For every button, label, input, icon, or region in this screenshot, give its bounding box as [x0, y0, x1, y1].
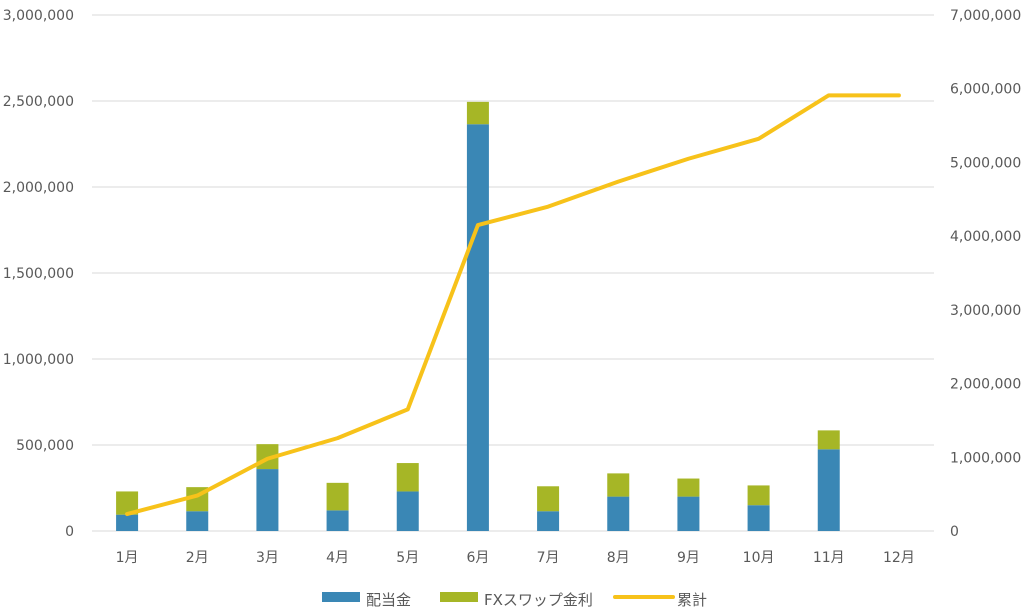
y-left-tick-label: 500,000	[16, 438, 74, 454]
left-axis: 0 500,000 1,000,000 1,500,000 2,000,000 2,500…	[3, 8, 74, 540]
y-left-tick-label: 0	[65, 524, 74, 540]
bar-series	[116, 102, 840, 531]
right-axis: 0 1,000,000 2,000,000 3,000,000 4,000,000 5,0…	[950, 8, 1021, 540]
gridlines	[92, 15, 934, 531]
x-tick-label: 12月	[883, 550, 915, 566]
y-left-tick-label: 1,500,000	[3, 266, 74, 282]
bar-fx-swap	[397, 463, 419, 491]
y-right-tick-label: 7,000,000	[950, 8, 1021, 24]
x-tick-label: 11月	[813, 550, 845, 566]
legend-swatch	[440, 592, 478, 602]
bar-fx-swap	[677, 479, 699, 497]
bar-fx-swap	[748, 485, 770, 505]
line-series	[127, 95, 899, 514]
bar-dividend	[818, 449, 840, 531]
x-tick-label: 8月	[607, 550, 630, 566]
y-right-tick-label: 1,000,000	[950, 450, 1021, 466]
y-right-tick-label: 0	[950, 524, 959, 540]
bar-dividend	[256, 469, 278, 531]
x-tick-label: 2月	[186, 550, 209, 566]
bar-dividend	[677, 497, 699, 531]
x-tick-label: 3月	[256, 550, 279, 566]
y-left-tick-label: 2,500,000	[3, 94, 74, 110]
bar-fx-swap	[467, 102, 489, 124]
x-tick-label: 5月	[396, 550, 419, 566]
bar-dividend	[116, 515, 138, 531]
bar-dividend	[327, 510, 349, 531]
bar-dividend	[537, 511, 559, 531]
y-right-tick-label: 3,000,000	[950, 303, 1021, 319]
x-tick-label: 1月	[116, 550, 139, 566]
bar-dividend	[186, 511, 208, 531]
bar-dividend	[748, 505, 770, 531]
bar-fx-swap	[607, 473, 629, 496]
bar-fx-swap	[327, 483, 349, 511]
x-tick-label: 7月	[537, 550, 560, 566]
bar-fx-swap	[537, 486, 559, 511]
legend-label: 配当金	[366, 591, 411, 609]
bar-dividend	[607, 497, 629, 531]
y-right-tick-label: 2,000,000	[950, 377, 1021, 393]
y-right-tick-label: 5,000,000	[950, 155, 1021, 171]
legend: 配当金 FXスワップ金利 累計	[322, 591, 707, 609]
line-cumulative	[127, 95, 899, 514]
x-axis: 1月 2月 3月 4月 5月 6月 7月 8月 9月 10月 11月 12月	[116, 550, 915, 566]
legend-item: 累計	[615, 591, 707, 609]
legend-item: 配当金	[322, 591, 411, 609]
y-left-tick-label: 3,000,000	[3, 8, 74, 24]
x-tick-label: 6月	[466, 550, 489, 566]
bar-dividend	[467, 124, 489, 531]
bar-fx-swap	[818, 430, 840, 449]
x-tick-label: 4月	[326, 550, 349, 566]
x-tick-label: 9月	[677, 550, 700, 566]
y-left-tick-label: 2,000,000	[3, 180, 74, 196]
legend-label: FXスワップ金利	[484, 591, 593, 609]
legend-swatch	[322, 592, 360, 602]
legend-item: FXスワップ金利	[440, 591, 593, 609]
x-tick-label: 10月	[743, 550, 775, 566]
bar-dividend	[397, 491, 419, 531]
y-right-tick-label: 4,000,000	[950, 229, 1021, 245]
y-left-tick-label: 1,000,000	[3, 352, 74, 368]
legend-label: 累計	[677, 591, 707, 609]
y-right-tick-label: 6,000,000	[950, 82, 1021, 98]
